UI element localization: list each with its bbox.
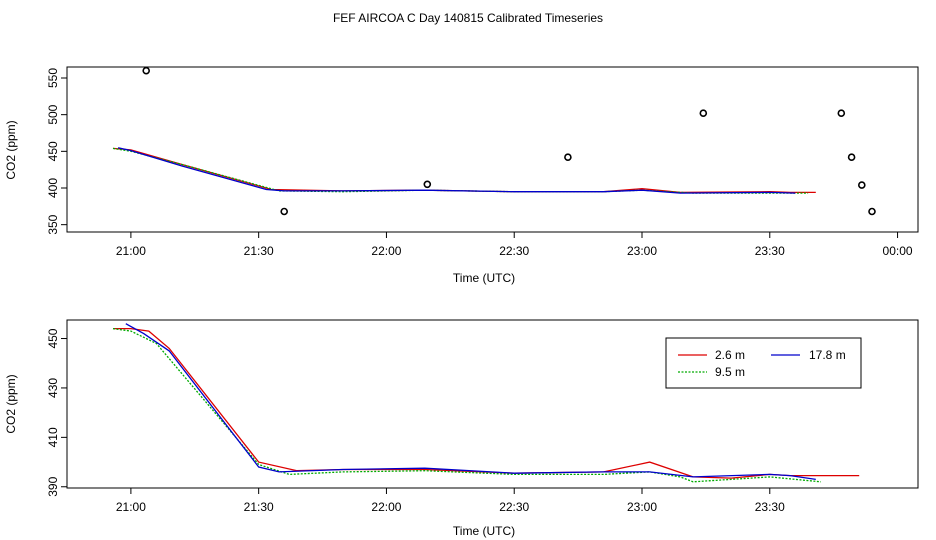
top-panel: 21:00 21:30 22:00 22:30 23:00 23:30 00:00 350 4… (4, 66, 919, 285)
bottom-y-tick-label-2: 430 (46, 378, 60, 398)
top-scatter-point-3 (564, 153, 572, 161)
top-scatter-point-8 (868, 207, 876, 216)
top-scatter-point-5 (837, 109, 846, 117)
top-scatter-point-6 (847, 153, 856, 161)
bottom-y-tick-label-0: 390 (46, 476, 60, 496)
top-y-tick-label-4: 550 (46, 68, 60, 88)
legend-box (665, 337, 862, 389)
bottom-panel: 21:00 21:30 22:00 22:30 23:00 23:30 390 410 430… (4, 319, 919, 538)
top-y-tick-label-2: 450 (46, 141, 60, 161)
bottom-x-tick-label-2: 22:00 (371, 500, 401, 514)
bottom-x-tick-label-3: 22:30 (499, 500, 529, 514)
bottom-x-tick-label-4: 23:00 (627, 500, 657, 514)
legend: 2.6 m 17.8 m 9.5 m (665, 337, 862, 389)
top-x-tick-label-5: 23:30 (755, 244, 785, 258)
top-scatter-point-7 (857, 181, 866, 189)
bottom-series-s17_8-line (125, 323, 816, 481)
top-x-tick-label-4: 23:00 (627, 244, 657, 258)
top-y-tick-label-0: 350 (46, 214, 60, 234)
top-x-tick-label-2: 22:00 (371, 244, 401, 258)
bottom-series-layer (112, 323, 860, 483)
top-scatter-point-4 (699, 109, 708, 117)
legend-label-9-5: 9.5 m (715, 365, 745, 379)
top-series-s9_5-line (112, 147, 809, 194)
top-x-ticks: 21:00 21:30 22:00 22:30 23:00 23:30 00:00 (116, 232, 913, 258)
top-x-tick-label-6: 00:00 (883, 244, 913, 258)
bottom-y-tick-label-3: 450 (46, 328, 60, 348)
top-x-tick-label-1: 21:30 (244, 244, 274, 258)
bottom-y-axis-label: CO2 (ppm) (4, 374, 18, 433)
bottom-y-ticks: 390 410 430 450 (46, 328, 67, 497)
top-series-s2_6-line (112, 147, 816, 194)
bottom-x-tick-label-0: 21:00 (116, 500, 146, 514)
top-scatter-point-2 (423, 180, 432, 189)
top-scatter-point-1 (280, 207, 289, 216)
bottom-x-ticks: 21:00 21:30 22:00 22:30 23:00 23:30 (116, 488, 785, 514)
legend-label-2-6: 2.6 m (715, 348, 745, 362)
top-y-ticks: 350 400 450 500 550 (46, 68, 67, 235)
top-x-tick-label-0: 21:00 (116, 244, 146, 258)
bottom-y-tick-label-1: 410 (46, 427, 60, 447)
top-y-tick-label-1: 400 (46, 178, 60, 198)
bottom-series-s9_5-line (112, 327, 821, 483)
top-series-layer (112, 147, 816, 194)
top-scatter-layer (142, 66, 876, 216)
top-plot-frame (66, 66, 919, 233)
figure-title: FEF AIRCOA C Day 140815 Calibrated Times… (333, 11, 603, 25)
bottom-x-tick-label-1: 21:30 (244, 500, 274, 514)
top-scatter-point-0 (142, 66, 150, 75)
top-x-tick-label-3: 22:30 (499, 244, 529, 258)
top-y-tick-label-3: 500 (46, 104, 60, 124)
top-y-axis-label: CO2 (ppm) (4, 120, 18, 179)
legend-label-17-8: 17.8 m (809, 348, 846, 362)
top-series-s17_8-line (117, 147, 796, 194)
bottom-plot-frame (66, 319, 919, 489)
top-x-axis-label: Time (UTC) (453, 271, 515, 285)
bottom-x-axis-label: Time (UTC) (453, 524, 515, 538)
bottom-x-tick-label-5: 23:30 (755, 500, 785, 514)
